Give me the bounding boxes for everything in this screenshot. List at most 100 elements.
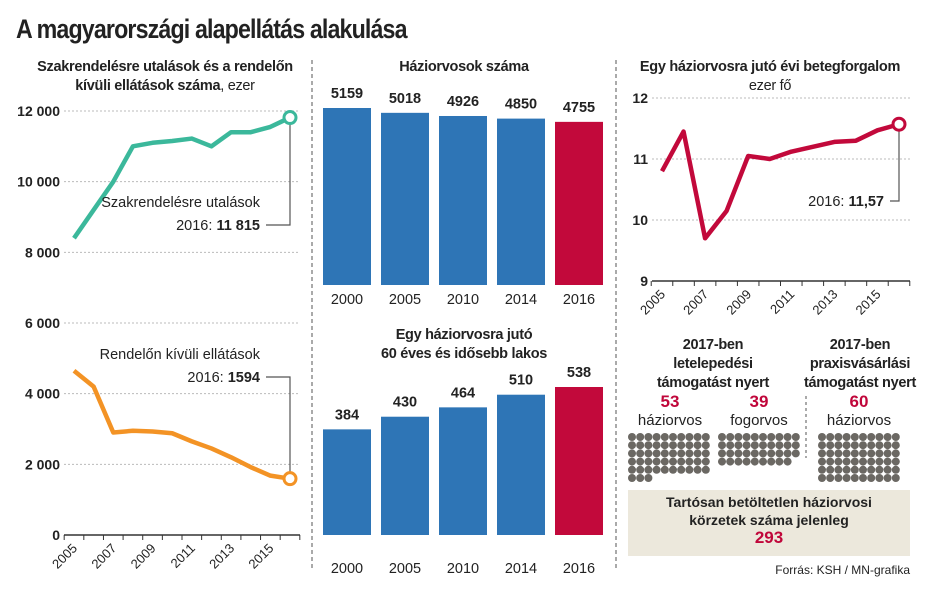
person-dot xyxy=(891,449,900,458)
person-dot xyxy=(775,449,784,458)
person-dot xyxy=(767,441,776,450)
person-dot xyxy=(891,433,900,441)
group-count: 60 xyxy=(849,392,869,411)
person-dot xyxy=(742,441,751,450)
person-dot xyxy=(750,449,759,458)
endpoint-marker xyxy=(282,471,298,487)
person-dot xyxy=(660,457,669,466)
group-count: 39 xyxy=(749,392,769,411)
person-dot xyxy=(775,457,784,466)
person-dot xyxy=(867,433,876,441)
annotation-label: 2016: 11,57 xyxy=(808,194,884,210)
bar-category-label: 2000 xyxy=(331,292,363,308)
person-dot xyxy=(685,465,694,474)
bar-value-label: 464 xyxy=(451,385,475,401)
settle-grant-title: 2017-ben letelepedési támogatást nyert xyxy=(628,336,798,393)
person-dot xyxy=(669,433,677,441)
person-dot xyxy=(685,457,694,466)
person-dot xyxy=(867,449,876,458)
left-chart-title: Szakrendelésre utalások és a rendelőn kí… xyxy=(20,58,310,96)
annotation-prefix: 2016: xyxy=(176,218,216,234)
person-dot xyxy=(891,465,900,474)
bottom-title-line1: Egy háziorvosra jutó xyxy=(395,327,533,343)
person-dot xyxy=(742,449,751,458)
x-tick-label: 2005 xyxy=(637,287,668,318)
left-title-line1: Szakrendelésre utalások és a rendelőn xyxy=(37,59,293,75)
bar-value-label: 538 xyxy=(567,365,591,381)
person-dot xyxy=(818,449,826,458)
buy-grant-title: 2017-ben praxisvásárlási támogatást nyer… xyxy=(800,336,920,393)
person-dot xyxy=(759,433,767,441)
x-tick-label: 2007 xyxy=(680,287,711,318)
y-tick-label: 8 000 xyxy=(25,244,60,260)
annotation-prefix: 2016: xyxy=(187,370,227,386)
person-dot xyxy=(826,474,835,482)
person-dot xyxy=(867,441,876,450)
person-dot xyxy=(685,433,694,441)
group-gp-settle: 53 háziorvos xyxy=(628,392,712,429)
buy-title-2: praxisvásárlási xyxy=(809,356,911,372)
annotation-label: 2016: 11 815 xyxy=(176,218,260,234)
vacant-line2: körzetek száma jelenleg xyxy=(689,512,849,528)
person-dot xyxy=(628,457,636,466)
person-dot xyxy=(660,433,669,441)
person-dot xyxy=(767,449,776,458)
person-dot xyxy=(685,441,694,450)
person-dot xyxy=(850,457,859,466)
series-line-0 xyxy=(660,122,900,241)
person-dot xyxy=(718,441,726,450)
person-dot xyxy=(842,457,851,466)
person-dot xyxy=(859,449,867,458)
bar-value-label: 5018 xyxy=(389,91,421,107)
person-dot xyxy=(718,457,726,466)
group-label: háziorvos xyxy=(637,412,703,429)
person-dot xyxy=(718,449,726,458)
person-dot xyxy=(669,465,677,474)
person-dot xyxy=(842,441,851,450)
person-dot xyxy=(834,474,843,482)
person-dot xyxy=(875,433,884,441)
person-dot xyxy=(669,441,677,450)
x-tick-label: 2009 xyxy=(723,287,754,318)
series-line-0 xyxy=(72,115,291,240)
x-tick-label: 2015 xyxy=(245,541,276,572)
bar-value-label: 4755 xyxy=(563,100,595,116)
bar-value-label: 4926 xyxy=(447,94,479,110)
person-dot xyxy=(842,465,851,474)
person-dot xyxy=(693,441,702,450)
person-dot xyxy=(636,449,645,458)
bar-category-label: 2010 xyxy=(447,561,479,577)
y-tick-label: 12 000 xyxy=(17,103,60,119)
settle-title-1: 2017-ben xyxy=(682,337,744,353)
person-dot xyxy=(750,441,759,450)
annotation-leader xyxy=(266,376,291,479)
person-dot xyxy=(701,449,710,458)
person-dot xyxy=(826,441,835,450)
person-dot xyxy=(883,449,892,458)
person-dot xyxy=(636,433,645,441)
person-dot xyxy=(677,433,686,441)
x-tick-label: 2013 xyxy=(206,541,237,572)
person-dot xyxy=(669,457,677,466)
person-dot xyxy=(818,457,826,466)
person-dot xyxy=(834,433,843,441)
person-dot xyxy=(734,457,743,466)
buy-title-1: 2017-ben xyxy=(829,337,891,353)
person-dot xyxy=(859,433,867,441)
group-count: 53 xyxy=(660,392,680,411)
person-dot xyxy=(767,457,776,466)
bar-value-label: 430 xyxy=(393,395,417,411)
bar-category-label: 2010 xyxy=(447,292,479,308)
person-dot xyxy=(850,449,859,458)
person-dot xyxy=(883,457,892,466)
person-dot xyxy=(867,465,876,474)
series-name-label: Szakrendelésre utalások xyxy=(101,195,261,211)
bar-value-label: 4850 xyxy=(505,97,537,113)
person-dot xyxy=(891,441,900,450)
y-tick-label: 4 000 xyxy=(25,386,60,402)
person-dot xyxy=(850,433,859,441)
series-line-1 xyxy=(72,368,291,481)
annotation-leader xyxy=(266,117,291,226)
annotation-leader xyxy=(890,124,900,202)
person-dot xyxy=(718,433,726,441)
